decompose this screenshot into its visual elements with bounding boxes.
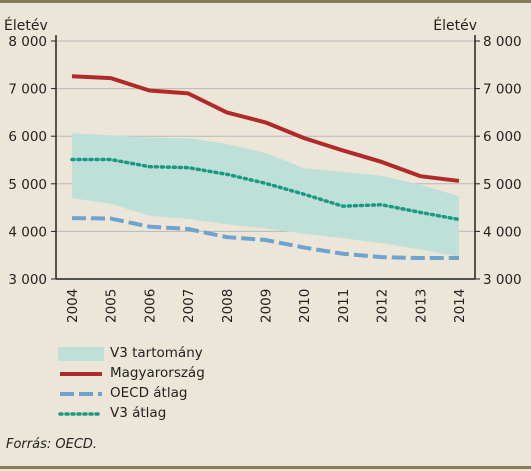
legend-item-oecd: OECD átlag — [58, 383, 205, 403]
legend-swatch-band — [58, 346, 104, 361]
oecd-average-line — [71, 216, 459, 261]
x-tick-label: 2008 — [220, 289, 236, 323]
y-tick-label-left: 8 000 — [8, 34, 47, 50]
legend-swatch-hungary — [58, 366, 104, 380]
series-layer — [70, 74, 461, 261]
hungary-line — [71, 74, 460, 183]
x-tick-label: 2014 — [452, 289, 468, 323]
v3-average-line — [70, 157, 461, 222]
legend-swatch-oecd — [58, 386, 104, 400]
legend-label-hungary: Magyarország — [110, 365, 205, 381]
x-tick-label: 2010 — [297, 289, 313, 323]
legend-band-swatch — [58, 347, 104, 361]
legend-swatch-v3-average — [58, 406, 104, 420]
y-tick-label-right: 6 000 — [483, 129, 522, 145]
y-tick-label-right: 8 000 — [483, 34, 522, 50]
x-tick-label: 2005 — [104, 289, 120, 323]
band-layer — [72, 133, 459, 257]
legend-label-band: V3 tartomány — [110, 345, 203, 361]
source-note: Forrás: OECD. — [6, 437, 98, 452]
x-tick-label: 2006 — [142, 289, 158, 323]
y-tick-label-right: 4 000 — [483, 224, 522, 240]
y-tick-label-left: 6 000 — [8, 129, 47, 145]
x-tick-label: 2004 — [65, 289, 81, 323]
legend-item-v3-average: V3 átlag — [58, 403, 205, 423]
y-axis-title-right: Életév — [433, 17, 477, 34]
x-tick-label: 2009 — [259, 289, 275, 323]
y-tick-label-right: 5 000 — [483, 177, 522, 193]
y-axis-title-left: Életév — [4, 17, 48, 34]
v3-range-band — [72, 133, 459, 257]
y-tick-label-right: 3 000 — [483, 272, 522, 288]
legend-label-oecd: OECD átlag — [110, 385, 188, 401]
y-tick-label-left: 3 000 — [8, 272, 47, 288]
legend-swatch-graphic — [60, 372, 102, 376]
legend-label-v3-average: V3 átlag — [110, 405, 167, 421]
x-tick-label: 2013 — [413, 289, 429, 323]
legend: V3 tartomány Magyarország OECD átlag V3 … — [58, 343, 205, 423]
legend-item-band: V3 tartomány — [58, 343, 205, 363]
x-tick-label: 2007 — [181, 289, 197, 323]
y-tick-label-right: 7 000 — [483, 82, 522, 98]
top-rule — [0, 0, 531, 3]
legend-swatch-graphic — [60, 392, 102, 396]
x-tick-label: 2011 — [336, 289, 352, 323]
y-tick-label-left: 7 000 — [8, 82, 47, 98]
axes: 3 000 3 000 4 000 4 000 5 000 5 000 6 000 6 000… — [8, 34, 521, 323]
y-tick-label-left: 4 000 — [8, 224, 47, 240]
legend-item-hungary: Magyarország — [58, 363, 205, 383]
bottom-rule — [0, 466, 531, 469]
x-tick-label: 2012 — [375, 289, 391, 323]
y-tick-label-left: 5 000 — [8, 177, 47, 193]
legend-swatch-graphic — [58, 347, 104, 361]
legend-swatch-graphic — [58, 412, 104, 416]
